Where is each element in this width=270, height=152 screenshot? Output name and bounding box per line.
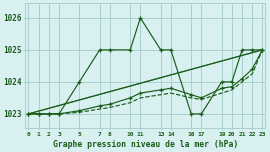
- X-axis label: Graphe pression niveau de la mer (hPa): Graphe pression niveau de la mer (hPa): [53, 140, 238, 149]
